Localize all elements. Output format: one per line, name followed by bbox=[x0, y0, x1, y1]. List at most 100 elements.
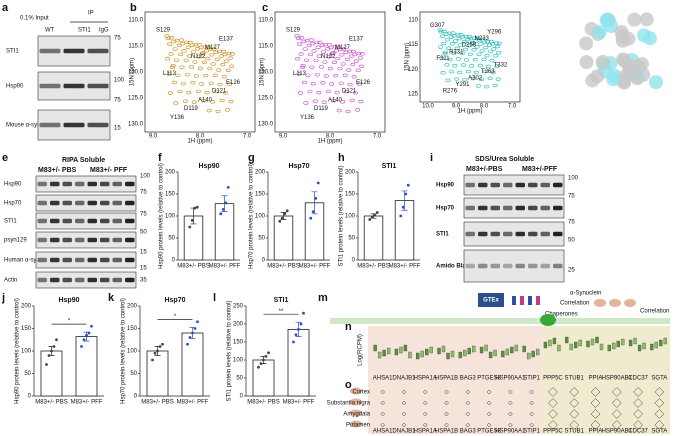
y-tick-label: 50 bbox=[168, 236, 175, 242]
blot-header: WT bbox=[45, 28, 55, 34]
blot-band bbox=[39, 83, 61, 89]
spectrum-peak bbox=[180, 81, 186, 86]
spectrum-ytick: 115.0 bbox=[258, 44, 273, 50]
expr-box bbox=[586, 340, 590, 348]
spectrum-peak bbox=[449, 42, 455, 46]
data-point bbox=[226, 186, 230, 189]
spectrum-peak bbox=[310, 41, 316, 46]
spectrum-peak bbox=[437, 28, 443, 32]
spectrum-peak bbox=[457, 70, 463, 75]
spectrum-peak bbox=[174, 38, 180, 43]
gene-label: PTGES3 bbox=[477, 376, 501, 382]
spectrum-peak bbox=[489, 58, 495, 63]
panel-label: k bbox=[108, 292, 115, 304]
expr-box bbox=[472, 345, 476, 353]
spectrum-peak bbox=[482, 69, 488, 74]
spectrum-peak bbox=[309, 65, 315, 69]
peak-label: M127 bbox=[205, 45, 221, 51]
data-point bbox=[193, 206, 197, 210]
spectrum-peak bbox=[329, 82, 335, 86]
spectrum-peak bbox=[199, 51, 205, 56]
blot-band bbox=[478, 263, 488, 269]
structure-blob bbox=[639, 12, 654, 27]
spectrum-peak bbox=[357, 82, 363, 86]
spectrum-ytick: 115 bbox=[408, 42, 418, 48]
spectrum-ytick: 125.0 bbox=[128, 96, 144, 102]
spectrum-ytick: 110.0 bbox=[128, 18, 143, 24]
brain-icon bbox=[624, 299, 636, 307]
spectrum-peak bbox=[215, 109, 221, 114]
corr-diamond bbox=[529, 411, 534, 417]
blot-band bbox=[75, 257, 85, 263]
x-tick-label: M83+/- PFF bbox=[283, 400, 315, 406]
y-axis-label: Hsp70 protein levels (relative to contro… bbox=[121, 298, 127, 404]
expr-box bbox=[654, 341, 659, 349]
spectrum-peak bbox=[343, 50, 349, 55]
blot-band bbox=[37, 181, 47, 187]
spectrum-peak bbox=[449, 69, 455, 74]
spectrum-peak bbox=[173, 101, 179, 105]
spectrum-peak bbox=[177, 89, 183, 94]
blot-band bbox=[112, 218, 122, 224]
gene-label: HSPA1A bbox=[414, 429, 437, 435]
spectrum-peak bbox=[302, 47, 308, 51]
corr-diamond bbox=[529, 389, 534, 395]
structure-blob bbox=[630, 71, 645, 86]
y-tick-label: 150 bbox=[165, 192, 176, 198]
gene-label: HSPA1B bbox=[435, 429, 458, 435]
data-point bbox=[368, 218, 372, 221]
expr-box bbox=[446, 352, 450, 360]
spectrum-peak bbox=[463, 34, 469, 39]
blot-band bbox=[112, 181, 122, 187]
data-point bbox=[264, 355, 268, 358]
spectrum-peak bbox=[345, 109, 351, 114]
peak-label: A140 bbox=[198, 97, 213, 103]
spectrum-peak bbox=[167, 42, 173, 46]
spectrum-peak bbox=[317, 40, 323, 45]
spectrum-peak bbox=[170, 63, 176, 68]
corr-diamond bbox=[590, 387, 601, 397]
spectrum-peak bbox=[204, 90, 210, 95]
data-point bbox=[90, 324, 93, 328]
spectrum-peak bbox=[439, 56, 445, 61]
spectrum-peak bbox=[438, 45, 444, 49]
spectrum-peak bbox=[213, 50, 219, 55]
data-point bbox=[294, 333, 298, 337]
corr-diamond bbox=[529, 400, 534, 406]
blot-band bbox=[37, 218, 47, 224]
spectrum-peak bbox=[461, 63, 467, 67]
spectrum-peak bbox=[295, 36, 301, 40]
blot-band bbox=[62, 181, 72, 187]
blot-band bbox=[100, 277, 110, 283]
data-point bbox=[158, 345, 162, 348]
region-icon bbox=[350, 420, 362, 428]
corr-diamond bbox=[380, 400, 385, 406]
y-tick-label: 0 bbox=[352, 258, 356, 264]
data-point bbox=[85, 333, 88, 337]
chart-title: Hsp90 bbox=[58, 297, 79, 304]
expr-box bbox=[522, 345, 526, 353]
y-tick-label: 150 bbox=[345, 192, 356, 198]
person-icon bbox=[536, 296, 540, 305]
y-tick-label: 50 bbox=[348, 236, 355, 242]
spectrum-ytick: 130.0 bbox=[258, 122, 274, 128]
mw-label: 100 bbox=[114, 78, 125, 84]
expr-box bbox=[425, 348, 429, 356]
mw-label: 75 bbox=[568, 194, 575, 200]
blot-band bbox=[50, 200, 60, 206]
expr-box bbox=[659, 339, 663, 347]
mw-label: 100 bbox=[568, 176, 579, 182]
spectrum-xtick: 8.0 bbox=[480, 104, 489, 110]
spectrum-peak bbox=[296, 72, 302, 76]
data-point bbox=[219, 212, 223, 216]
data-point bbox=[375, 211, 379, 214]
spectrum-peak bbox=[321, 50, 327, 54]
spectrum-peak bbox=[329, 51, 335, 56]
expr-box bbox=[505, 348, 510, 356]
blot-band bbox=[490, 205, 500, 211]
spectrum-xlabel: 1H (ppm) bbox=[187, 139, 212, 145]
blot-row-label: psyn129 bbox=[4, 238, 27, 244]
structure-blob bbox=[648, 75, 663, 90]
spectrum-peak bbox=[440, 71, 446, 75]
spectrum-peak bbox=[457, 43, 463, 47]
